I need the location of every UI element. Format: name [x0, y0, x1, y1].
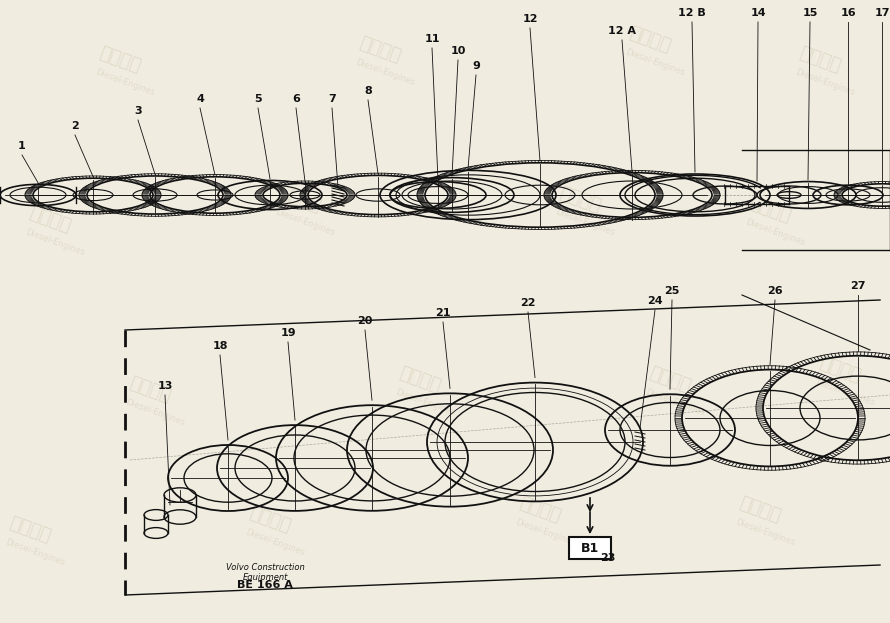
Text: 紫发动力: 紫发动力: [817, 354, 863, 386]
Text: Diesel-Engines: Diesel-Engines: [624, 47, 686, 77]
Text: 13: 13: [158, 381, 173, 391]
Text: Diesel-Engines: Diesel-Engines: [394, 387, 456, 417]
Text: 19: 19: [280, 328, 295, 338]
Text: 紫发动力: 紫发动力: [647, 364, 693, 396]
Text: 紫发动力: 紫发动力: [97, 44, 143, 76]
Text: 23: 23: [601, 553, 616, 563]
Text: Diesel-Engines: Diesel-Engines: [274, 207, 336, 237]
Text: 12 A: 12 A: [608, 26, 636, 36]
Text: 25: 25: [664, 286, 680, 296]
Text: 24: 24: [647, 296, 663, 306]
Text: Diesel-Engines: Diesel-Engines: [124, 397, 186, 427]
Text: 3: 3: [134, 106, 142, 116]
Text: 紫发动力: 紫发动力: [737, 494, 783, 526]
Text: 21: 21: [435, 308, 450, 318]
Text: B1: B1: [581, 541, 599, 554]
Text: 7: 7: [328, 94, 336, 104]
Text: 紫发动力: 紫发动力: [517, 494, 563, 526]
Text: 14: 14: [750, 8, 765, 18]
Text: Diesel-Engines: Diesel-Engines: [354, 57, 416, 87]
Text: Diesel-Engines: Diesel-Engines: [24, 227, 86, 257]
Text: 17: 17: [874, 8, 890, 18]
Text: Diesel-Engines: Diesel-Engines: [644, 387, 706, 417]
Text: Diesel-Engines: Diesel-Engines: [514, 517, 576, 547]
Text: Diesel-Engines: Diesel-Engines: [4, 537, 66, 567]
Text: 紫发动力: 紫发动力: [797, 44, 844, 76]
Text: 5: 5: [255, 94, 262, 104]
Text: 紫发动力: 紫发动力: [7, 514, 53, 546]
Text: 紫发动力: 紫发动力: [357, 34, 403, 66]
Text: Diesel-Engines: Diesel-Engines: [794, 67, 856, 97]
Text: 紫发动力: 紫发动力: [27, 204, 73, 236]
Text: 26: 26: [767, 286, 783, 296]
Text: 11: 11: [425, 34, 440, 44]
Text: 1: 1: [18, 141, 26, 151]
Text: 6: 6: [292, 94, 300, 104]
Text: 22: 22: [521, 298, 536, 308]
Text: 紫发动力: 紫发动力: [747, 194, 793, 226]
Text: 12: 12: [522, 14, 538, 24]
Text: 紫发动力: 紫发动力: [397, 364, 443, 396]
Text: 8: 8: [364, 86, 372, 96]
Text: Equipment: Equipment: [242, 573, 287, 582]
Text: 27: 27: [850, 281, 866, 291]
Text: Diesel-Engines: Diesel-Engines: [744, 217, 806, 247]
Text: Diesel-Engines: Diesel-Engines: [554, 207, 616, 237]
Text: 12 B: 12 B: [678, 8, 706, 18]
Text: Volvo Construction: Volvo Construction: [226, 563, 304, 572]
Text: 16: 16: [840, 8, 856, 18]
Text: 20: 20: [357, 316, 373, 326]
Text: 10: 10: [450, 46, 465, 56]
Text: 4: 4: [196, 94, 204, 104]
Text: 紫发动力: 紫发动力: [557, 184, 603, 216]
Text: 9: 9: [472, 61, 480, 71]
Text: Diesel-Engines: Diesel-Engines: [814, 377, 876, 407]
Text: BE 166 A: BE 166 A: [237, 580, 293, 590]
Text: 紫发动力: 紫发动力: [247, 504, 294, 536]
FancyBboxPatch shape: [569, 537, 611, 559]
Text: 15: 15: [802, 8, 818, 18]
Text: Diesel-Engines: Diesel-Engines: [94, 67, 156, 97]
Text: 紫发动力: 紫发动力: [627, 24, 673, 56]
Text: Diesel-Engines: Diesel-Engines: [244, 527, 306, 557]
Text: 18: 18: [212, 341, 228, 351]
Text: 紫发动力: 紫发动力: [126, 374, 174, 406]
Text: Diesel-Engines: Diesel-Engines: [734, 517, 796, 547]
Text: 紫发动力: 紫发动力: [277, 184, 323, 216]
Text: 2: 2: [71, 121, 79, 131]
